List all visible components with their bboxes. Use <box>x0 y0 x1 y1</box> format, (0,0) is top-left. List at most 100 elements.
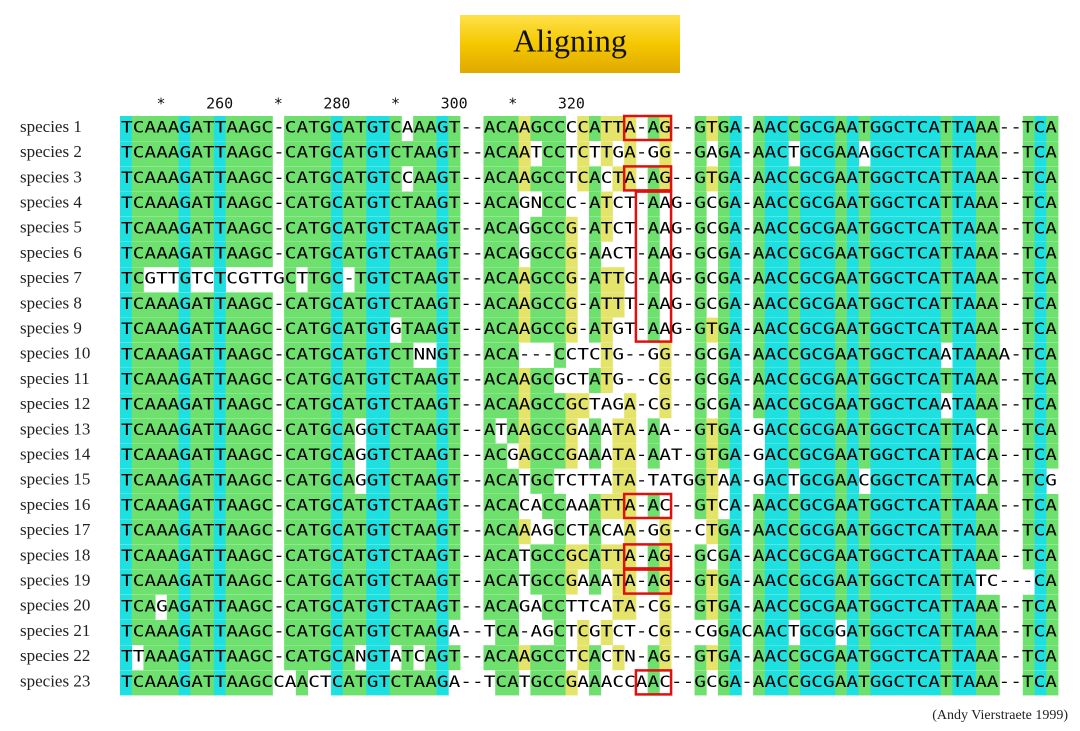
cell <box>929 620 942 645</box>
cell <box>882 317 895 343</box>
cell <box>917 544 930 570</box>
cell <box>424 443 437 469</box>
cell <box>800 292 813 318</box>
cell <box>354 594 367 620</box>
cell <box>331 267 344 293</box>
cell <box>143 594 156 620</box>
cell <box>952 267 965 293</box>
cell <box>319 342 332 368</box>
cell <box>893 393 906 419</box>
cell <box>178 116 191 141</box>
cell <box>717 645 731 671</box>
cell <box>940 292 953 318</box>
cell <box>729 216 742 242</box>
cell <box>811 317 824 343</box>
cell <box>413 242 426 267</box>
cell <box>377 645 391 671</box>
cell <box>413 116 426 141</box>
cell <box>401 519 414 545</box>
cell <box>729 267 742 293</box>
cell <box>284 620 297 645</box>
cell <box>600 292 613 318</box>
cell <box>377 418 391 444</box>
cell <box>448 317 461 343</box>
cell <box>929 594 942 620</box>
cell <box>401 494 414 519</box>
cell <box>846 267 860 293</box>
cell <box>237 494 250 519</box>
cell <box>319 443 332 469</box>
cell <box>800 166 813 192</box>
cell <box>929 670 942 696</box>
cell <box>260 418 273 444</box>
cell <box>155 141 168 167</box>
cell <box>319 141 332 167</box>
cell <box>589 443 602 469</box>
cell <box>495 393 508 419</box>
cell <box>553 594 566 620</box>
cell <box>495 594 508 620</box>
cell <box>436 216 449 242</box>
cell <box>143 368 156 393</box>
cell <box>893 544 906 570</box>
cell <box>764 317 778 343</box>
cell <box>835 292 848 318</box>
cell <box>401 393 414 419</box>
cell <box>178 569 191 595</box>
cell <box>870 116 883 141</box>
cell <box>717 216 731 242</box>
cell <box>342 317 355 343</box>
cell <box>542 544 555 570</box>
cell <box>1046 191 1059 217</box>
cell <box>155 494 168 519</box>
cell <box>858 544 871 570</box>
cell <box>905 594 918 620</box>
cell <box>893 569 906 595</box>
cell <box>776 191 789 217</box>
cell <box>295 216 309 242</box>
cell <box>846 418 860 444</box>
cell <box>776 368 789 393</box>
cell <box>694 242 707 267</box>
cell <box>331 292 344 318</box>
cell <box>987 620 1000 645</box>
cell <box>600 494 613 519</box>
cell <box>612 292 625 318</box>
cell <box>542 594 555 620</box>
cell <box>295 569 309 595</box>
cell <box>917 494 930 519</box>
cell <box>659 342 672 368</box>
cell <box>377 519 391 545</box>
cell <box>858 620 871 645</box>
cell <box>331 494 344 519</box>
cell <box>495 292 508 318</box>
cell <box>788 191 801 217</box>
cell <box>694 342 707 368</box>
cell <box>178 242 191 267</box>
cell <box>1046 141 1059 167</box>
cell <box>729 242 742 267</box>
cell <box>307 569 320 595</box>
cell <box>506 670 520 696</box>
cell <box>202 443 215 469</box>
cell <box>436 645 449 671</box>
cell <box>307 267 320 293</box>
cell <box>120 468 133 494</box>
cell <box>260 191 273 217</box>
cell <box>647 242 660 267</box>
cell <box>788 670 801 696</box>
cell <box>202 166 215 192</box>
cell <box>823 267 836 293</box>
cell <box>800 317 813 343</box>
cell <box>835 569 848 595</box>
cell <box>987 191 1000 217</box>
cell <box>166 443 180 469</box>
cell <box>882 216 895 242</box>
cell <box>964 242 977 267</box>
cell <box>366 191 379 217</box>
cell <box>940 544 953 570</box>
cell <box>893 519 906 545</box>
cell <box>940 494 953 519</box>
cell <box>823 468 836 494</box>
cell <box>284 393 297 419</box>
